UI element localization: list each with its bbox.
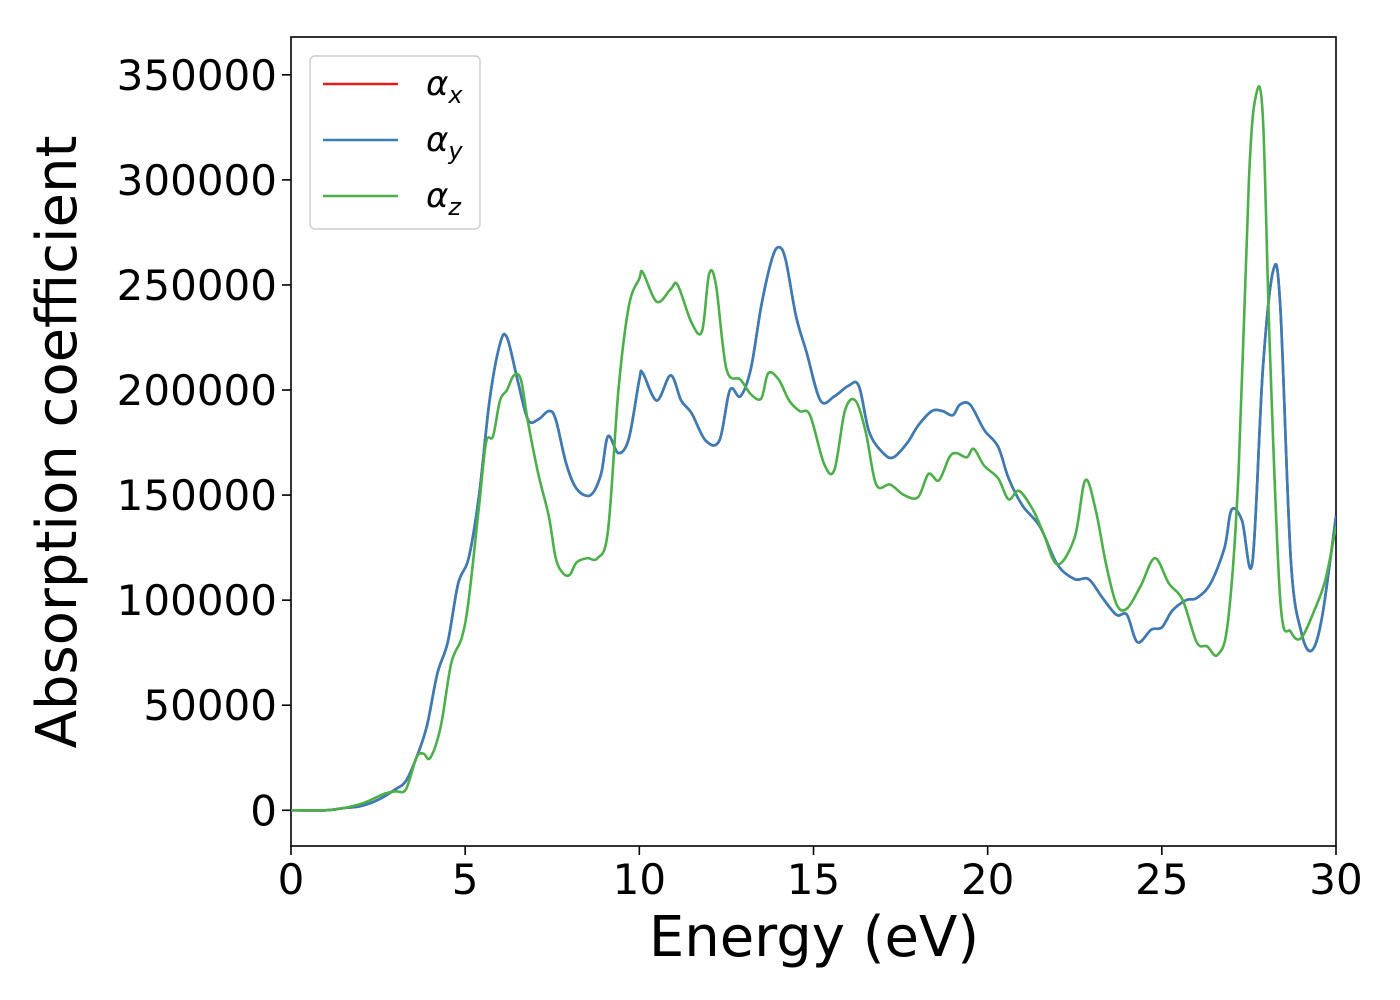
y-tick-label: 300000 xyxy=(117,156,277,205)
x-tick-label: 25 xyxy=(1135,855,1188,904)
y-tick-label: 0 xyxy=(250,786,277,835)
y-axis-ticks: 0 50000 100000 150000 200000 250000 300000 3500… xyxy=(117,51,291,835)
y-axis-label: Absorption coefficient xyxy=(25,136,90,749)
legend-label-y: αy xyxy=(426,120,463,165)
series-line-z xyxy=(291,85,1336,812)
y-tick-label: 100000 xyxy=(117,576,277,625)
x-tick-label: 0 xyxy=(278,855,305,904)
legend-label-x: αx xyxy=(426,64,463,109)
y-tick-label: 150000 xyxy=(117,471,277,520)
legend-label-z: αz xyxy=(426,176,462,221)
y-tick-label: 200000 xyxy=(117,366,277,415)
x-axis-ticks: 0 5 10 15 20 25 30 xyxy=(278,846,1363,904)
y-tick-label: 350000 xyxy=(117,51,277,100)
series-line-y xyxy=(291,245,1336,812)
x-axis-label: Energy (eV) xyxy=(649,905,979,970)
x-tick-label: 10 xyxy=(613,855,666,904)
series-lines xyxy=(291,85,1336,812)
x-tick-label: 30 xyxy=(1309,855,1362,904)
legend: αx αy αz xyxy=(309,55,481,230)
x-tick-label: 20 xyxy=(961,855,1014,904)
legend-box xyxy=(309,55,481,230)
x-tick-label: 15 xyxy=(787,855,840,904)
y-tick-label: 250000 xyxy=(117,261,277,310)
x-tick-label: 5 xyxy=(452,855,479,904)
y-tick-label: 50000 xyxy=(143,681,277,730)
